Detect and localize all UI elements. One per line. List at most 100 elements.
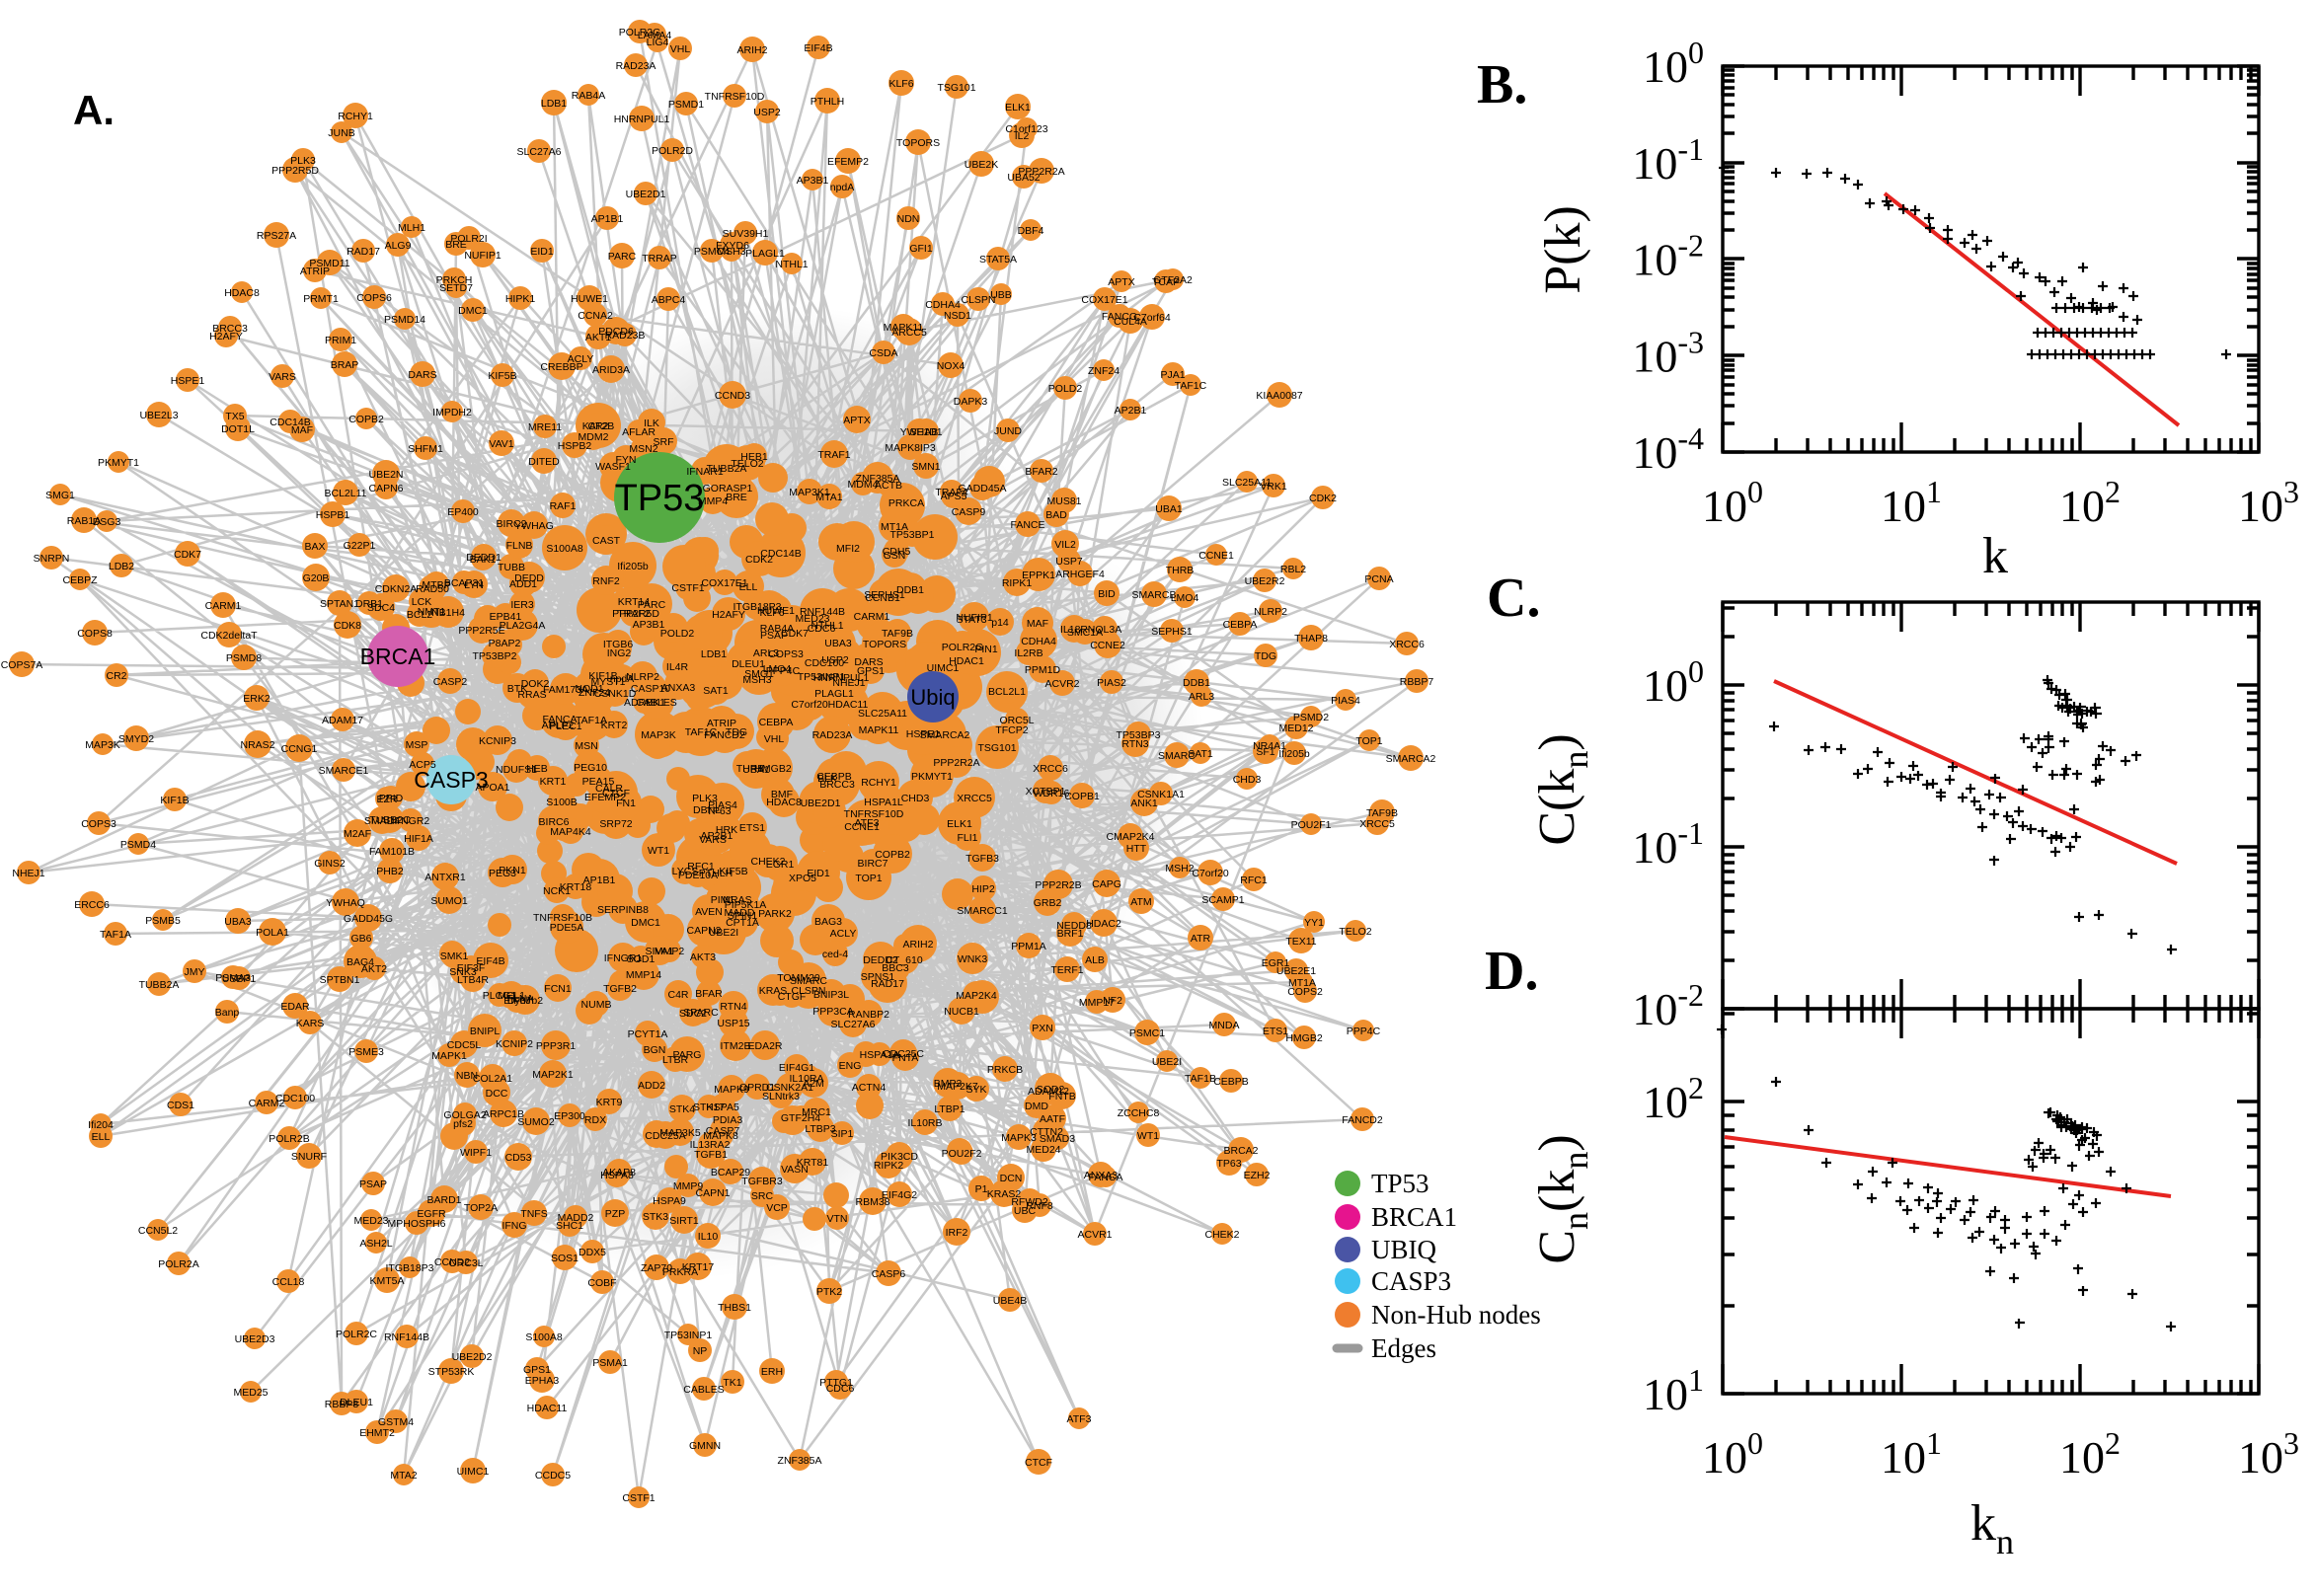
svg-text:MAP4K4: MAP4K4 [550, 826, 591, 838]
svg-text:CR2: CR2 [106, 670, 126, 682]
svg-text:MT1A: MT1A [881, 521, 908, 533]
svg-text:SMARCC1: SMARCC1 [957, 905, 1008, 917]
svg-text:DBNL: DBNL [693, 804, 721, 816]
svg-text:TGFBR3: TGFBR3 [741, 1176, 783, 1187]
svg-text:LTBR: LTBR [662, 1054, 688, 1066]
svg-text:CALR: CALR [595, 783, 623, 795]
svg-text:SPNS1: SPNS1 [861, 971, 895, 983]
svg-text:STAT5A: STAT5A [979, 254, 1017, 266]
svg-text:CSTF1: CSTF1 [671, 582, 704, 594]
svg-text:UBE2D2: UBE2D2 [452, 1351, 493, 1363]
svg-text:RCHY1: RCHY1 [861, 777, 896, 789]
svg-text:ITGB18P3: ITGB18P3 [385, 1262, 433, 1274]
svg-text:NUCB1: NUCB1 [944, 1006, 979, 1018]
svg-text:ACLY: ACLY [830, 928, 857, 940]
svg-text:XRCC6: XRCC6 [1033, 763, 1068, 775]
svg-text:POLD2: POLD2 [660, 628, 695, 640]
svg-text:CEBPA: CEBPA [759, 717, 794, 728]
svg-text:EP400: EP400 [447, 506, 479, 518]
svg-text:PSMD11: PSMD11 [309, 258, 349, 269]
svg-text:EIF4G1: EIF4G1 [779, 1062, 814, 1074]
svg-text:PPP2R2A: PPP2R2A [1018, 166, 1064, 178]
svg-text:TCAP: TCAP [1152, 276, 1180, 288]
svg-text:NUFIP1: NUFIP1 [956, 612, 993, 624]
svg-text:ARL3: ARL3 [753, 647, 779, 659]
svg-text:POLR2G: POLR2G [619, 27, 661, 38]
svg-text:FN1: FN1 [616, 798, 636, 809]
svg-text:TAF1C: TAF1C [1175, 380, 1207, 392]
svg-text:RCHY1: RCHY1 [338, 111, 373, 122]
svg-text:KIAA0087: KIAA0087 [1256, 390, 1302, 402]
svg-text:HSPA9: HSPA9 [653, 1195, 686, 1207]
svg-text:ACP5: ACP5 [409, 759, 436, 771]
svg-text:B.: B. [1477, 54, 1527, 115]
svg-text:NHEJ1: NHEJ1 [12, 868, 44, 879]
svg-text:SIP1: SIP1 [831, 1128, 854, 1140]
svg-text:FAM101B: FAM101B [369, 846, 415, 858]
svg-text:MCL1: MCL1 [498, 990, 525, 1002]
svg-text:SPIN1: SPIN1 [728, 910, 758, 922]
svg-text:PSMD8: PSMD8 [226, 652, 262, 664]
svg-text:XPO5: XPO5 [789, 873, 816, 884]
svg-text:IL4R: IL4R [666, 661, 689, 673]
svg-text:PSMD4: PSMD4 [120, 839, 156, 851]
svg-text:PLAGL1: PLAGL1 [745, 248, 785, 260]
svg-text:NLRP2: NLRP2 [1254, 606, 1287, 618]
svg-text:PCYT1A: PCYT1A [628, 1028, 668, 1040]
svg-text:CAST: CAST [592, 535, 621, 547]
svg-text:PRKRA: PRKRA [662, 1266, 698, 1278]
svg-text:PKN1: PKN1 [499, 865, 526, 876]
svg-text:TOPORS: TOPORS [896, 137, 940, 149]
svg-text:HDAC8: HDAC8 [766, 797, 802, 808]
svg-text:CARM1: CARM1 [854, 611, 890, 623]
svg-text:SPARC: SPARC [683, 1007, 719, 1019]
svg-text:BFAR: BFAR [695, 988, 723, 1000]
svg-text:WIPF1: WIPF1 [460, 1147, 492, 1159]
svg-text:CREBBP: CREBBP [540, 361, 582, 373]
svg-text:MADD2: MADD2 [558, 1212, 594, 1224]
svg-text:WDR16: WDR16 [1034, 788, 1070, 799]
svg-text:npdA: npdA [830, 182, 855, 193]
svg-text:MMP4: MMP4 [698, 495, 728, 507]
svg-text:BNIPL: BNIPL [470, 1026, 501, 1037]
svg-text:CD53: CD53 [505, 1152, 532, 1164]
svg-text:NOL3A: NOL3A [1088, 624, 1121, 636]
svg-text:TUBB2A: TUBB2A [139, 979, 180, 991]
svg-text:HIP2: HIP2 [971, 883, 995, 895]
svg-text:SIRT1: SIRT1 [669, 1215, 699, 1227]
svg-text:npdA: npdA [610, 673, 635, 685]
svg-text:HEB1: HEB1 [740, 451, 768, 463]
svg-text:CEBPB: CEBPB [816, 771, 852, 783]
svg-text:RNF144B: RNF144B [800, 606, 845, 618]
svg-text:NEDD8: NEDD8 [1056, 920, 1092, 932]
svg-text:ELK1: ELK1 [947, 818, 972, 830]
svg-text:PIP5K1A: PIP5K1A [725, 899, 767, 911]
svg-text:ATRIP: ATRIP [300, 266, 330, 277]
svg-text:SDC4: SDC4 [367, 602, 395, 614]
svg-text:ADAM17: ADAM17 [322, 715, 363, 726]
svg-text:EGR1: EGR1 [766, 859, 795, 871]
svg-text:NUMB: NUMB [581, 999, 612, 1011]
svg-text:STK4: STK4 [669, 1103, 695, 1115]
svg-text:PDIA3: PDIA3 [713, 1114, 743, 1126]
svg-text:MRC1: MRC1 [802, 1106, 831, 1118]
svg-text:CCNG1: CCNG1 [281, 743, 318, 755]
svg-text:PRKCB: PRKCB [987, 1064, 1023, 1076]
svg-text:SOD1: SOD1 [627, 953, 656, 965]
svg-text:LMO4: LMO4 [763, 663, 792, 675]
svg-text:MSH3: MSH3 [717, 246, 745, 258]
svg-text:DCN: DCN [1000, 1173, 1023, 1184]
svg-text:POLR2C: POLR2C [336, 1329, 377, 1340]
svg-text:VARS: VARS [269, 371, 296, 383]
svg-text:CASP3: CASP3 [414, 767, 488, 793]
svg-text:CEBPA: CEBPA [1223, 619, 1258, 631]
svg-text:STK17: STK17 [693, 1102, 725, 1113]
svg-text:TUBB2A: TUBB2A [707, 463, 747, 475]
svg-text:SLC25A11: SLC25A11 [858, 708, 907, 720]
svg-text:DCC: DCC [486, 1088, 508, 1100]
svg-text:GTF2H4: GTF2H4 [781, 1112, 820, 1124]
svg-text:MTA2: MTA2 [390, 1470, 417, 1482]
svg-text:LTBP1: LTBP1 [934, 1103, 965, 1115]
svg-text:XRCC5: XRCC5 [1359, 818, 1395, 830]
svg-text:EIF4G2: EIF4G2 [882, 1189, 917, 1201]
